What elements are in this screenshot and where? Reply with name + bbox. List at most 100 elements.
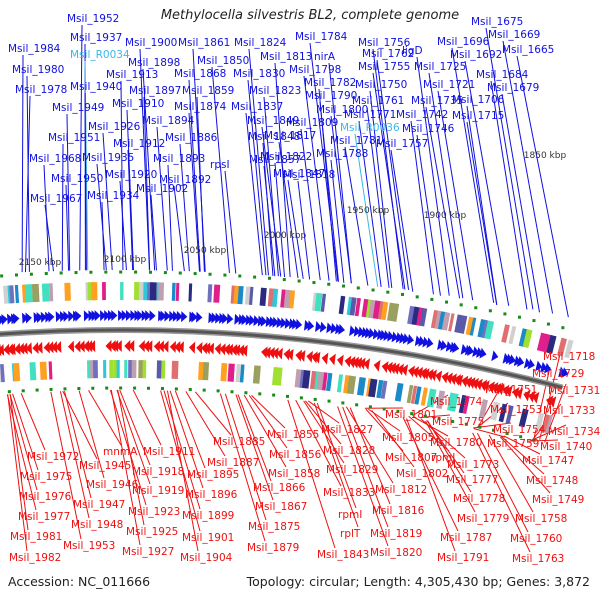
forward-gene-arrow bbox=[94, 310, 101, 322]
forward-gene-label: Msil_1735 bbox=[411, 95, 463, 107]
forward-gene-arrow bbox=[68, 310, 75, 322]
forward-leader-line bbox=[416, 134, 441, 296]
reverse-gene-label: Msil_1763 bbox=[512, 553, 564, 565]
reverse-gene-arrow bbox=[523, 389, 531, 402]
reverse-gene-label: Msil_1887 bbox=[207, 457, 259, 469]
reverse-leader-line bbox=[472, 432, 531, 553]
forward-gene-arrow bbox=[422, 336, 430, 348]
reverse-gene-label: Msil_1774 bbox=[430, 396, 483, 408]
reverse-leader-line bbox=[224, 393, 267, 521]
forward-leader-line bbox=[485, 27, 534, 310]
reverse-leader-line bbox=[163, 390, 201, 510]
reverse-gene-arrow bbox=[112, 340, 119, 353]
forward-gene-arrow bbox=[196, 311, 203, 323]
reverse-gene-arrow bbox=[36, 341, 43, 354]
reverse-gene-arrow bbox=[32, 341, 39, 354]
forward-gene-arrow bbox=[440, 339, 448, 351]
reverse-leader-line bbox=[185, 391, 226, 457]
forward-leader-line bbox=[96, 163, 107, 271]
cog-category-block bbox=[249, 286, 254, 305]
forward-gene-label: Msil_1830 bbox=[233, 68, 285, 80]
marker-dot bbox=[91, 386, 95, 390]
reverse-gene-arrow bbox=[363, 358, 371, 371]
gene-labels: Msil_1952 Msil_1937 Msil_R0034 Msil_1984 Msi… bbox=[8, 13, 600, 565]
marker-dot bbox=[119, 270, 123, 274]
marker-dot bbox=[89, 270, 93, 274]
cog-category-block bbox=[338, 295, 346, 315]
forward-gene-arrow bbox=[289, 318, 296, 330]
reverse-leader-line bbox=[349, 407, 391, 505]
forward-leader-line bbox=[224, 170, 237, 274]
cog-category-block bbox=[14, 284, 20, 304]
marker-dot bbox=[174, 387, 178, 391]
reverse-gene-arrow bbox=[475, 378, 483, 391]
forward-gene-label: rpsI bbox=[210, 159, 230, 171]
forward-gene-arrow bbox=[349, 325, 356, 337]
marker-dot bbox=[238, 274, 242, 278]
cog-category-block bbox=[320, 293, 327, 312]
cog-category-block bbox=[294, 369, 304, 388]
forward-leader-line bbox=[354, 133, 379, 287]
marker-dot bbox=[474, 306, 478, 310]
reverse-gene-label: Msil_1833 bbox=[323, 487, 375, 499]
forward-leader-line bbox=[102, 132, 113, 271]
reverse-gene-label: Msil_1749 bbox=[532, 494, 584, 506]
forward-gene-arrow bbox=[307, 320, 315, 332]
kbp-tick-label: 2100 kbp bbox=[104, 255, 147, 265]
reverse-gene-label: Msil_1843 bbox=[317, 549, 369, 561]
cog-category-block bbox=[9, 285, 15, 304]
reverse-gene-arrow bbox=[226, 343, 234, 356]
forward-gene-label: Msil_1750 bbox=[355, 79, 407, 91]
forward-leader-line bbox=[127, 149, 134, 271]
reverse-gene-arrow bbox=[295, 349, 302, 362]
cog-category-block bbox=[346, 296, 354, 316]
forward-gene-arrow bbox=[219, 312, 226, 324]
forward-gene-label: Msil_1859 bbox=[182, 85, 234, 97]
reverse-gene-label: Msil_1759 bbox=[487, 438, 539, 450]
reverse-gene-label: Msil_1829 bbox=[326, 464, 378, 476]
forward-gene-arrow bbox=[104, 310, 111, 322]
forward-leader-line bbox=[466, 121, 498, 306]
marker-dot bbox=[202, 388, 206, 392]
reverse-gene-arrow bbox=[412, 366, 420, 379]
forward-gene-label: Msil_1848 bbox=[248, 131, 300, 143]
reverse-gene-arrow bbox=[21, 342, 28, 355]
cog-category-block bbox=[188, 283, 193, 302]
forward-gene-label: Msil_1937 bbox=[70, 32, 122, 44]
cog-category-block bbox=[213, 284, 221, 303]
cog-category-block bbox=[372, 300, 382, 320]
cog-category-block bbox=[446, 392, 456, 412]
forward-leader-line bbox=[501, 93, 540, 313]
cog-category-block bbox=[272, 366, 280, 386]
forward-gene-arrow bbox=[111, 310, 118, 322]
reverse-leader-line bbox=[64, 390, 92, 499]
marker-dot bbox=[341, 401, 345, 405]
forward-gene-label: Msil_1818 bbox=[283, 169, 335, 181]
reverse-gene-label: Msil_1747 bbox=[522, 455, 574, 467]
forward-leader-line bbox=[358, 120, 382, 288]
cog-category-block bbox=[394, 382, 404, 402]
reverse-gene-label: Msil_1885 bbox=[213, 436, 265, 448]
forward-gene-label: Msil_1788 bbox=[316, 148, 368, 160]
reverse-gene-label: Msil_1867 bbox=[255, 501, 307, 513]
marker-dot bbox=[478, 425, 482, 429]
reverse-leader-line bbox=[402, 417, 459, 532]
reverse-gene-arrow bbox=[115, 340, 122, 353]
forward-leader-line bbox=[101, 201, 105, 271]
forward-gene-arrow bbox=[505, 353, 513, 365]
forward-gene-arrow bbox=[402, 333, 410, 345]
marker-dot bbox=[272, 393, 276, 397]
reverse-gene-label: Msil_1904 bbox=[180, 552, 233, 564]
forward-gene-arrow bbox=[130, 310, 137, 322]
reverse-gene-arrow bbox=[268, 346, 275, 359]
marker-dot bbox=[415, 295, 419, 299]
marker-dot bbox=[546, 322, 550, 326]
cog-category-block bbox=[237, 285, 244, 305]
forward-leader-line bbox=[173, 185, 185, 272]
reverse-gene-label: Msil_1751 bbox=[485, 384, 537, 396]
forward-leader-line bbox=[516, 55, 569, 318]
cog-category-block bbox=[522, 329, 533, 349]
reverse-gene-arrow bbox=[306, 350, 313, 363]
cog-category-block bbox=[175, 282, 180, 301]
